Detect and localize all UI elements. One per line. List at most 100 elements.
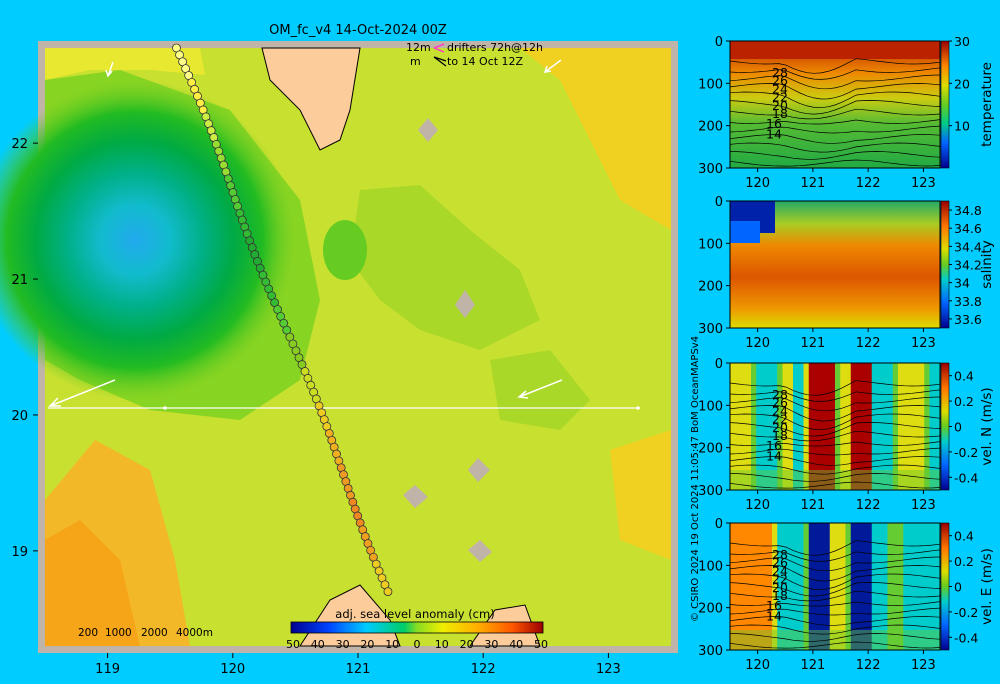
- section-xtick-label: 123: [911, 658, 936, 673]
- contour-label: 22: [772, 572, 788, 587]
- velocity-arrows: [48, 59, 563, 407]
- colorbar-tick-label: 0: [954, 420, 962, 435]
- velocity-column: [877, 523, 883, 650]
- depth-label-200: 200: [78, 627, 98, 639]
- arrow-northeast: [543, 59, 562, 73]
- section-ytick-label: 300: [698, 162, 723, 177]
- velocity-column: [793, 523, 799, 650]
- isotherm-contour: [729, 151, 941, 160]
- isotherm-contour: [729, 142, 941, 153]
- colorbar-tick-label: -0.2: [954, 445, 978, 460]
- section-xtick-label: 120: [745, 498, 770, 513]
- section-ytick-label: 200: [698, 442, 723, 457]
- isotherm-contour: [729, 456, 941, 466]
- velocity-column: [840, 523, 846, 650]
- isotherm-contour: [729, 556, 941, 572]
- warm-surface-layer: [730, 41, 940, 59]
- contour-label: 26: [772, 555, 788, 570]
- colorbar-tick-label: 34.2: [954, 258, 982, 273]
- velocity-column: [871, 523, 878, 650]
- land-north: [261, 47, 361, 151]
- velocity-column: [730, 363, 736, 490]
- velocity-column: [730, 523, 736, 650]
- sla-colorbar-tick-label: 20: [460, 638, 474, 651]
- contour-label: 18: [772, 428, 788, 443]
- temperature-field: [730, 41, 940, 168]
- colorbar-tick-label: 33.8: [954, 294, 982, 309]
- isotherm-contour: [729, 447, 941, 456]
- isotherm-contour: [729, 540, 941, 556]
- section-frame: [729, 200, 941, 329]
- contour-label: 22: [772, 412, 788, 427]
- section-panel-2: 0 100 200 300 120 121 122 123 34.8 34.6 34.4 34.2 34…: [698, 195, 995, 351]
- velocity-column: [756, 523, 762, 650]
- velocity-column: [745, 363, 752, 490]
- section-xtick-label: 120: [745, 336, 770, 351]
- isotherm-contour: [729, 389, 941, 402]
- drifter-legend-black-icon: [433, 56, 447, 67]
- contour-label: 18: [772, 106, 788, 121]
- velocity-column: [819, 523, 825, 650]
- section-frame: [729, 362, 941, 491]
- sla-colorbar: [290, 621, 544, 634]
- map-panel: 12m drifters 72h@12h m to 14 Oct 12Z 200…: [0, 41, 678, 653]
- colorbar-tick-label: 20: [954, 76, 970, 91]
- velocity-column: [735, 523, 741, 650]
- sla-yellow-band: [45, 48, 205, 80]
- section-xtick-label: 122: [856, 658, 881, 673]
- isotherm-contour: [729, 616, 941, 626]
- section-xtick-label: 121: [800, 498, 825, 513]
- depth-label-4000: 4000m: [176, 627, 213, 639]
- sla-colorbar-tick-label: 0: [414, 638, 421, 651]
- velocity-column: [777, 363, 783, 490]
- velocity-column: [740, 363, 747, 490]
- section-xtick-label: 122: [856, 176, 881, 191]
- contour-label: 26: [772, 395, 788, 410]
- section-marker-start: [163, 406, 167, 410]
- sla-colorbar-tick-label: 50: [534, 638, 548, 651]
- map-xtick-label: 119: [95, 662, 120, 677]
- isotherm-contour: [729, 91, 941, 109]
- section-colorbar: [940, 522, 950, 651]
- isotherm-contour: [729, 641, 941, 649]
- velocity-column: [850, 363, 857, 490]
- section-ytick-label: 0: [715, 357, 723, 372]
- sla-green-mid: [350, 185, 540, 350]
- section-xtick-label: 121: [800, 176, 825, 191]
- section-ytick-label: 300: [698, 644, 723, 659]
- isotherm-contour: [729, 633, 941, 642]
- colorbar-tick-label: 0.2: [954, 394, 974, 409]
- legend-line2-right: to 14 Oct 12Z: [447, 55, 524, 68]
- velocity-column: [808, 523, 815, 650]
- colorbar-tick-label: -0.4: [954, 630, 978, 645]
- section-colorbar: [940, 40, 950, 169]
- velocity-column: [814, 523, 820, 650]
- colorbar-tick-label: 0: [954, 580, 962, 595]
- section-frame: [729, 40, 941, 169]
- velocity-column: [856, 523, 862, 650]
- colorbar-tick-label: 0.2: [954, 554, 974, 569]
- arrow-west: [48, 379, 116, 407]
- section-ytick-label: 0: [715, 195, 723, 210]
- depth-label-2000: 2000: [141, 627, 168, 639]
- section-colorbar: [940, 200, 950, 329]
- contour-label: 18: [772, 588, 788, 603]
- velocity-column: [919, 523, 925, 650]
- sla-colorbar-tick-label: 20: [360, 638, 374, 651]
- velocity-column: [782, 363, 789, 490]
- colorbar-tick-label: -0.4: [954, 470, 978, 485]
- velocity-column: [798, 523, 804, 650]
- contour-label: 24: [772, 81, 788, 96]
- velocity-column: [903, 523, 909, 650]
- section-colorbar: [940, 362, 950, 491]
- arrow-northwest: [105, 61, 114, 78]
- colorbar-tick-label: 0.4: [954, 529, 974, 544]
- colorbar-tick-label: 30: [954, 34, 970, 49]
- velocity-column: [814, 363, 820, 490]
- isotherm-contour: [729, 159, 941, 167]
- section-ytick-label: 0: [715, 35, 723, 50]
- velocity-column: [898, 363, 904, 490]
